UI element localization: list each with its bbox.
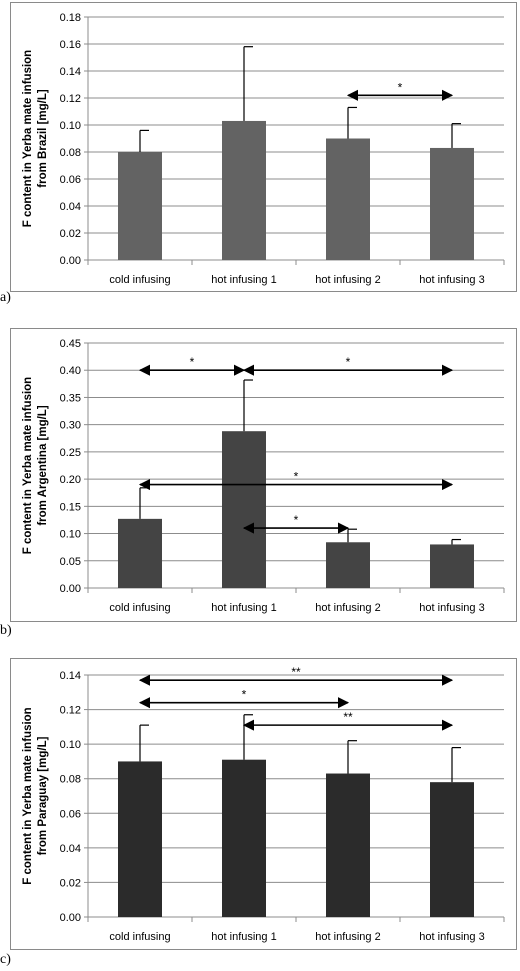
chart-paraguay: 0.00 0.02 0.04 0.06 0.08 0.10 0.12 0.14 cold inf… — [22, 665, 505, 943]
bar — [326, 138, 370, 260]
y-tick-label: 0.02 — [60, 228, 81, 240]
y-tick-label: 0.06 — [60, 174, 81, 186]
y-tick-label: 0.02 — [60, 877, 81, 889]
significance-label: * — [294, 470, 299, 484]
y-axis-label: F content in Yerba mate infusion from Arg… — [22, 377, 49, 554]
y-tick-label: 0.12 — [60, 93, 81, 105]
bar — [430, 782, 474, 917]
y-tick-label: 0.00 — [60, 583, 81, 595]
y-tick-label: 0.12 — [60, 705, 81, 717]
y-tick-label: 0.14 — [60, 66, 81, 78]
significance-label: * — [398, 80, 403, 94]
x-category-label: cold infusing — [109, 274, 170, 286]
y-tick-label: 0.10 — [60, 120, 81, 132]
bar — [222, 759, 266, 917]
y-tick-label: 0.45 — [60, 338, 81, 350]
y-tick-label: 0.40 — [60, 365, 81, 377]
significance-label: ** — [291, 665, 301, 679]
y-tick-label: 0.06 — [60, 808, 81, 820]
y-tick-label: 0.20 — [60, 474, 81, 486]
x-category-label: cold infusing — [109, 602, 170, 614]
significance-label: * — [190, 355, 195, 369]
bar — [222, 431, 266, 588]
y-tick-label: 0.05 — [60, 556, 81, 568]
panel-letter-c: c) — [0, 952, 11, 967]
chart-panel-paraguay: 0.00 0.02 0.04 0.06 0.08 0.10 0.12 0.14 cold inf… — [10, 658, 517, 950]
bar — [118, 152, 162, 260]
x-category-label: hot infusing 3 — [419, 274, 484, 286]
panel-letter-b: b) — [0, 623, 12, 638]
y-axis-label: F content in Yerba mate infusion from Bra… — [22, 50, 49, 227]
chart-panel-brazil: 0.00 0.02 0.04 0.06 0.08 0.10 0.12 0.14 0.16 0.18… — [10, 2, 517, 292]
y-tick-label: 0.35 — [60, 392, 81, 404]
y-tick-label: 0.00 — [60, 255, 81, 267]
y-tick-label: 0.25 — [60, 447, 81, 459]
bar — [326, 773, 370, 917]
bar — [430, 147, 474, 260]
x-category-label: cold infusing — [109, 931, 170, 943]
y-tick-label: 0.00 — [60, 912, 81, 924]
chart-argentina: 0.00 0.05 0.10 0.15 0.20 0.25 0.30 0.35 0.40 0.45… — [22, 338, 505, 614]
x-category-label: hot infusing 2 — [315, 274, 380, 286]
y-tick-label: 0.14 — [60, 670, 81, 682]
x-category-label: hot infusing 1 — [211, 602, 276, 614]
significance-label: * — [242, 688, 247, 702]
panel-letter-a: a) — [0, 290, 11, 305]
bar — [326, 542, 370, 588]
bar — [430, 544, 474, 588]
x-category-label: hot infusing 2 — [315, 931, 380, 943]
chart-brazil: 0.00 0.02 0.04 0.06 0.08 0.10 0.12 0.14 0.16 0.18… — [22, 12, 505, 286]
y-tick-label: 0.16 — [60, 39, 81, 51]
x-category-label: hot infusing 3 — [419, 931, 484, 943]
chart-panel-argentina: 0.00 0.05 0.10 0.15 0.20 0.25 0.30 0.35 0.40 0.45… — [10, 328, 517, 622]
y-tick-label: 0.10 — [60, 529, 81, 541]
y-tick-label: 0.30 — [60, 420, 81, 432]
bar — [118, 761, 162, 917]
x-category-label: hot infusing 2 — [315, 602, 380, 614]
y-tick-label: 0.08 — [60, 147, 81, 159]
y-tick-label: 0.04 — [60, 201, 81, 213]
y-tick-label: 0.04 — [60, 843, 81, 855]
x-category-label: hot infusing 1 — [211, 931, 276, 943]
y-tick-label: 0.10 — [60, 739, 81, 751]
y-tick-label: 0.15 — [60, 501, 81, 513]
x-category-label: hot infusing 3 — [419, 602, 484, 614]
significance-label: ** — [343, 710, 353, 724]
significance-label: * — [294, 513, 299, 527]
bar — [222, 120, 266, 260]
significance-label: * — [346, 355, 351, 369]
y-axis-label: F content in Yerba mate infusion from Par… — [22, 707, 49, 884]
y-tick-label: 0.18 — [60, 12, 81, 24]
y-tick-label: 0.08 — [60, 774, 81, 786]
bar — [118, 518, 162, 588]
x-category-label: hot infusing 1 — [211, 274, 276, 286]
